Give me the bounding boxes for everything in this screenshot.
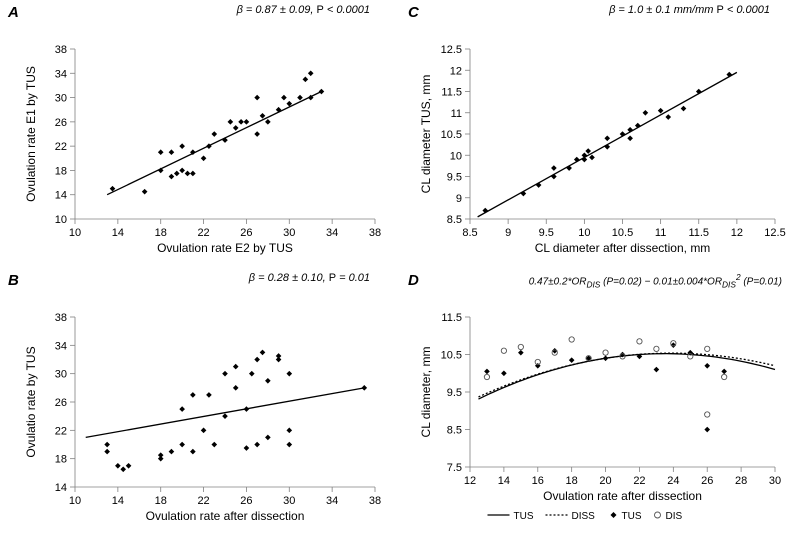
svg-text:9: 9 <box>456 193 462 205</box>
svg-text:22: 22 <box>633 475 645 487</box>
svg-text:10: 10 <box>450 150 462 162</box>
svg-text:7.5: 7.5 <box>447 462 462 474</box>
panel-c: C β = 1.0 ± 0.1 mm/mm P < 0.0001 8.5 9 9.5… <box>400 0 800 268</box>
svg-text:10: 10 <box>69 495 81 507</box>
svg-text:10: 10 <box>55 214 67 226</box>
panel-formula-b: β = 0.28 ± 0.10, P = 0.01 <box>249 272 370 284</box>
svg-text:30: 30 <box>283 227 295 239</box>
svg-text:38: 38 <box>55 44 67 56</box>
svg-text:8.5: 8.5 <box>462 227 477 239</box>
panel-letter-d: D <box>408 272 419 289</box>
svg-text:38: 38 <box>369 227 381 239</box>
svg-text:26: 26 <box>55 397 67 409</box>
svg-text:28: 28 <box>735 475 747 487</box>
svg-text:Ovulation rate after dissectio: Ovulation rate after dissection <box>146 509 305 523</box>
panel-letter-a: A <box>8 4 19 21</box>
svg-text:CL diameter TUS, mm: CL diameter TUS, mm <box>419 75 433 194</box>
svg-text:12.5: 12.5 <box>441 44 462 56</box>
panel-letter-c: C <box>408 4 419 21</box>
svg-text:9: 9 <box>505 227 511 239</box>
svg-text:12.5: 12.5 <box>764 227 785 239</box>
svg-text:34: 34 <box>55 340 67 352</box>
svg-text:10.5: 10.5 <box>612 227 633 239</box>
plot-d: 12 14 16 18 20 22 24 26 28 30 7.5 8.5 9.5 10.5 11.5 Ovu… <box>410 292 790 526</box>
svg-text:10.5: 10.5 <box>441 129 462 141</box>
svg-text:10.5: 10.5 <box>441 350 462 362</box>
svg-text:14: 14 <box>112 227 124 239</box>
svg-text:12: 12 <box>450 65 462 77</box>
panel-b: B β = 0.28 ± 0.10, P = 0.01 101418222630… <box>0 268 400 536</box>
svg-text:Ovulation rate after dissectio: Ovulation rate after dissection <box>543 489 702 503</box>
svg-text:22: 22 <box>55 141 67 153</box>
svg-text:38: 38 <box>369 495 381 507</box>
plot-b: 101418222630343814182226303438Ovulation … <box>20 292 390 526</box>
svg-text:10: 10 <box>578 227 590 239</box>
svg-text:11: 11 <box>655 227 666 239</box>
svg-text:30: 30 <box>55 369 67 381</box>
svg-text:CL diameter after dissection,: CL diameter after dissection, mm <box>535 241 711 255</box>
svg-text:26: 26 <box>701 475 713 487</box>
panel-formula-d: 0.47±0.2*ORDIS (P=0.02) − 0.01±0.004*ORD… <box>529 272 782 289</box>
svg-text:14: 14 <box>498 475 510 487</box>
svg-text:24: 24 <box>667 475 679 487</box>
svg-text:34: 34 <box>55 68 67 80</box>
panel-letter-b: B <box>8 272 19 289</box>
plot-a: 10 14 18 22 26 30 34 38 10 14 18 22 26 30 34 38 Ovulatio… <box>20 24 390 258</box>
svg-text:18: 18 <box>55 165 67 177</box>
svg-text:34: 34 <box>326 227 338 239</box>
panel-d: D 0.47±0.2*ORDIS (P=0.02) − 0.01±0.004*O… <box>400 268 800 536</box>
svg-text:Ovulation rate E2 by TUS: Ovulation rate E2 by TUS <box>157 241 293 255</box>
svg-text:30: 30 <box>283 495 295 507</box>
svg-text:TUS: TUS <box>622 511 642 522</box>
svg-text:11.5: 11.5 <box>441 312 462 324</box>
svg-text:26: 26 <box>240 495 252 507</box>
svg-text:9.5: 9.5 <box>539 227 554 239</box>
svg-text:18: 18 <box>155 495 167 507</box>
svg-text:14: 14 <box>55 190 67 202</box>
svg-text:18: 18 <box>55 454 67 466</box>
svg-text:11.5: 11.5 <box>441 87 462 99</box>
svg-text:22: 22 <box>55 425 67 437</box>
svg-text:18: 18 <box>566 475 578 487</box>
svg-text:11.5: 11.5 <box>688 227 709 239</box>
svg-text:26: 26 <box>55 117 67 129</box>
plot-c: 8.5 9 9.5 10 10.5 11 11.5 12 12.5 8.5 9 9.5 10 10.5 11… <box>410 24 790 258</box>
svg-text:20: 20 <box>599 475 611 487</box>
svg-text:11: 11 <box>451 108 462 120</box>
svg-text:16: 16 <box>532 475 544 487</box>
figure-grid: A β = 0.87 ± 0.09, P < 0.0001 1014182226… <box>0 0 800 536</box>
svg-text:CL diameter, mm: CL diameter, mm <box>419 347 433 438</box>
svg-text:14: 14 <box>112 495 124 507</box>
svg-text:Ovulation rate E1 by TUS: Ovulation rate E1 by TUS <box>24 66 38 202</box>
panel-formula-c: β = 1.0 ± 0.1 mm/mm P < 0.0001 <box>609 4 770 16</box>
svg-text:DIS: DIS <box>666 511 683 522</box>
svg-text:9.5: 9.5 <box>447 172 462 184</box>
svg-text:26: 26 <box>240 227 252 239</box>
svg-text:Ovulatio rate by TUS: Ovulatio rate by TUS <box>24 346 38 457</box>
svg-text:DISS: DISS <box>572 511 596 522</box>
svg-text:18: 18 <box>155 227 167 239</box>
svg-text:12: 12 <box>464 475 476 487</box>
svg-text:9.5: 9.5 <box>447 387 462 399</box>
svg-text:22: 22 <box>197 227 209 239</box>
panel-a: A β = 0.87 ± 0.09, P < 0.0001 10 14 18 22 26… <box>0 0 400 268</box>
svg-text:10: 10 <box>69 227 81 239</box>
svg-text:22: 22 <box>197 495 209 507</box>
svg-text:14: 14 <box>55 482 67 494</box>
svg-text:30: 30 <box>55 93 67 105</box>
svg-text:38: 38 <box>55 312 67 324</box>
svg-text:8.5: 8.5 <box>447 425 462 437</box>
panel-formula-a: β = 0.87 ± 0.09, P < 0.0001 <box>237 4 370 16</box>
svg-text:30: 30 <box>769 475 781 487</box>
svg-text:TUS: TUS <box>514 511 534 522</box>
svg-text:34: 34 <box>326 495 338 507</box>
svg-text:8.5: 8.5 <box>447 214 462 226</box>
svg-text:12: 12 <box>731 227 743 239</box>
